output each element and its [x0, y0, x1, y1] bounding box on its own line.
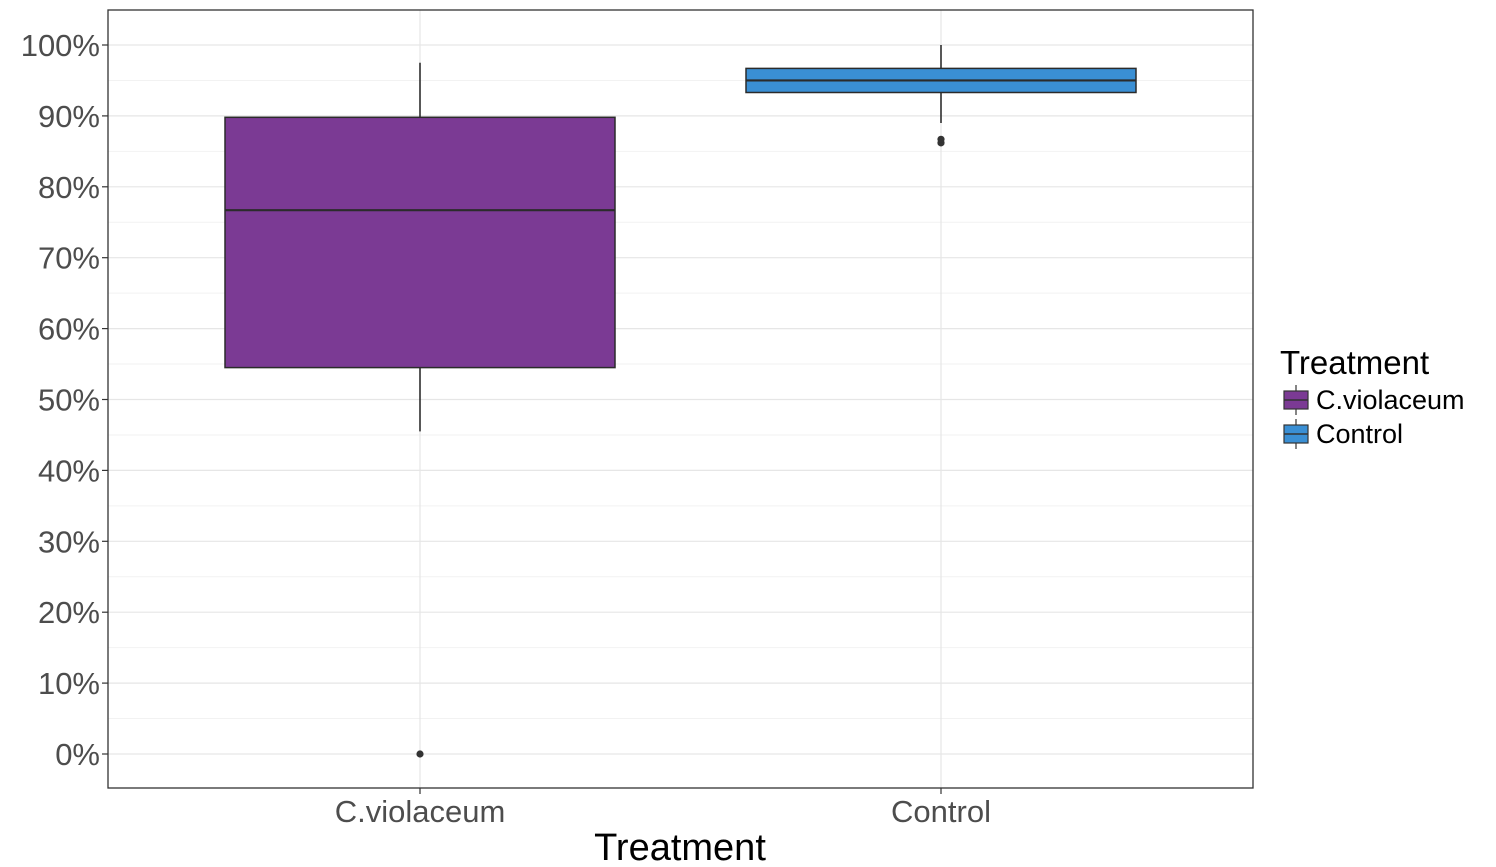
legend-item-c-violaceum: C.violaceum [1283, 385, 1465, 415]
box-control [745, 45, 1137, 147]
x-tick-label: Control [891, 794, 991, 829]
y-tick-label: 0% [55, 737, 100, 772]
y-tick-label: 10% [38, 666, 100, 701]
y-tick-label: 90% [38, 99, 100, 134]
y-tick-label: 40% [38, 453, 100, 488]
legend-label: C.violaceum [1316, 385, 1465, 415]
boxes-layer [224, 45, 1137, 758]
box-c-violaceum [224, 62, 616, 758]
outlier-point [416, 750, 424, 758]
y-tick-label: 20% [38, 595, 100, 630]
y-tick-label: 30% [38, 524, 100, 559]
y-tick-label: 100% [21, 28, 100, 63]
legend-label: Control [1316, 419, 1403, 449]
x-tick-label: C.violaceum [335, 794, 506, 829]
y-axis-ticks: 0% 10% 20% 30% 40% 50% 60% 70% 80% 90% 100% [21, 28, 108, 772]
x-axis-title: Treatment [594, 827, 766, 867]
y-tick-label: 60% [38, 312, 100, 347]
legend: Treatment C.violaceum Control [1280, 344, 1465, 449]
x-axis-ticks: C.violaceum Control [335, 788, 991, 829]
y-tick-label: 50% [38, 383, 100, 418]
legend-item-control: Control [1283, 419, 1403, 449]
y-tick-label: 70% [38, 241, 100, 276]
outlier-point [937, 135, 945, 143]
y-tick-label: 80% [38, 170, 100, 205]
legend-title: Treatment [1280, 344, 1429, 381]
box-iqr [224, 116, 616, 369]
